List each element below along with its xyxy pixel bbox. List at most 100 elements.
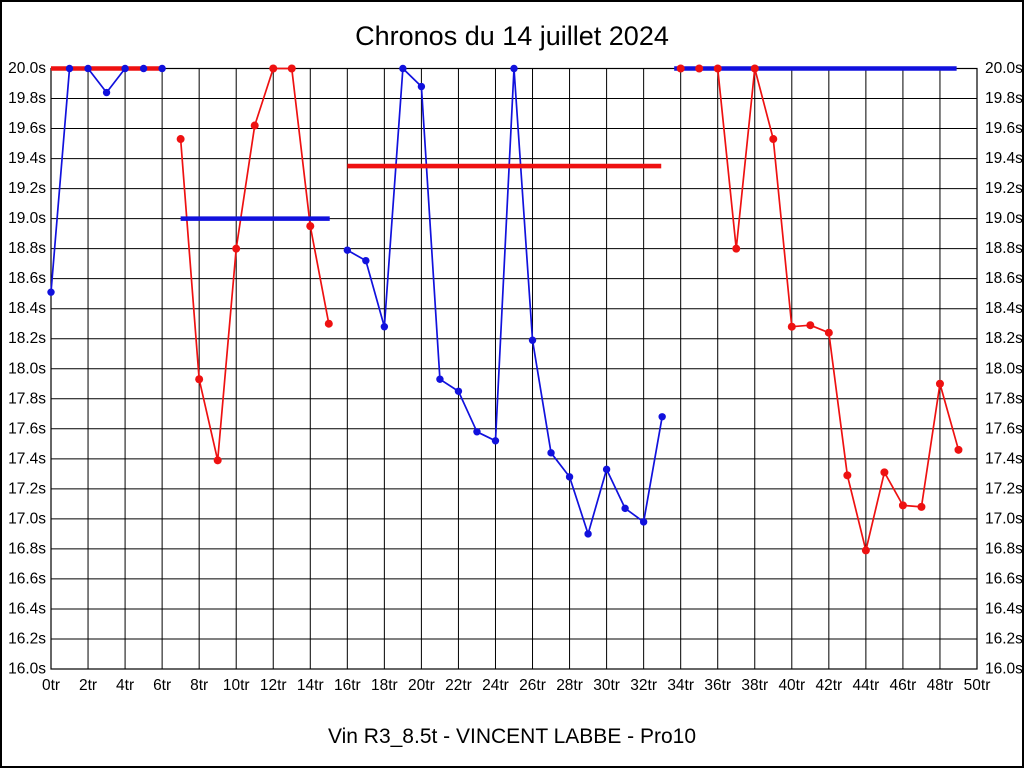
chart-title: Chronos du 14 juillet 2024 (355, 21, 669, 51)
y-axis-label-right: 16.6s (985, 570, 1023, 587)
x-axis-label: 44tr (853, 677, 880, 694)
y-axis-label-left: 19.6s (8, 120, 46, 137)
red-series-data-point-marker (269, 64, 278, 73)
x-axis-label: 28tr (556, 677, 583, 694)
x-axis-label: 50tr (964, 677, 991, 694)
x-axis-label: 36tr (704, 677, 731, 694)
y-axis-label-left: 17.8s (8, 390, 46, 407)
red-series-data-point-marker (824, 328, 833, 337)
red-series-data-point-marker (843, 471, 852, 480)
x-axis-label: 46tr (890, 677, 917, 694)
y-axis-label-left: 16.4s (8, 600, 46, 617)
blue-series-data-point-marker (65, 64, 74, 73)
red-series-data-point-marker (750, 64, 759, 73)
y-axis-label-left: 19.4s (8, 150, 46, 167)
y-axis-label-left: 16.2s (8, 630, 46, 647)
blue-series-data-point-marker (139, 64, 148, 73)
y-axis-label-right: 17.8s (985, 390, 1023, 407)
blue-series-data-point-marker (547, 449, 555, 457)
red-series-data-point-marker (306, 222, 315, 231)
y-axis-label-right: 18.4s (985, 300, 1023, 317)
blue-series-data-point-marker (417, 82, 426, 91)
y-axis-label-left: 20.0s (8, 60, 46, 77)
red-series-line-run2 (680, 67, 960, 552)
x-axis-label: 18tr (371, 677, 398, 694)
blue-series-data-point-marker (158, 64, 166, 73)
y-axis-label-right: 19.6s (985, 120, 1023, 137)
blue-series-line-run2 (346, 67, 663, 535)
y-axis-label-right: 17.4s (985, 450, 1023, 467)
red-series-data-point-marker (695, 64, 704, 73)
blue-series-data-point-marker (102, 88, 111, 97)
blue-series-data-point-marker (84, 64, 92, 73)
y-axis-label-right: 18.8s (985, 240, 1023, 257)
y-axis-label-left: 16.8s (8, 540, 46, 557)
x-axis-label: 8tr (190, 677, 208, 694)
y-axis-label-left: 18.6s (8, 270, 46, 287)
red-series-data-point-marker (732, 244, 741, 253)
x-axis-label: 42tr (815, 677, 842, 694)
blue-series-data-point-marker (639, 518, 648, 526)
blue-series-data-point-marker (121, 64, 129, 73)
blue-series-line-run1 (50, 67, 163, 293)
x-axis-label: 48tr (927, 677, 954, 694)
blue-series-data-point-marker (491, 437, 500, 445)
y-axis-label-left: 17.0s (8, 510, 46, 527)
red-series-data-point-marker (917, 502, 926, 511)
y-axis-label-right: 16.8s (985, 540, 1023, 557)
chart-footer: Vin R3_8.5t - VINCENT LABBE - Pro10 (327, 725, 697, 748)
y-axis-label-right: 16.2s (985, 630, 1023, 647)
red-series-data-point-marker (250, 121, 259, 130)
blue-series-data-point-marker (528, 336, 537, 344)
y-axis-label-right: 17.2s (985, 480, 1023, 497)
x-axis-label: 38tr (741, 677, 768, 694)
red-series-data-point-marker (195, 375, 204, 384)
y-axis-label-left: 18.2s (8, 330, 46, 347)
red-series-data-point-marker (954, 445, 963, 454)
red-series-data-point-marker (898, 501, 907, 510)
x-axis-label: 32tr (630, 677, 657, 694)
red-series-data-point-marker (769, 135, 778, 144)
x-axis-label: 12tr (260, 677, 287, 694)
x-axis-label: 26tr (519, 677, 546, 694)
x-axis-label: 6tr (153, 677, 171, 694)
y-axis-label-right: 18.0s (985, 360, 1023, 377)
blue-series-data-point-marker (436, 375, 444, 383)
y-axis-label-left: 17.2s (8, 480, 46, 497)
x-axis-label: 4tr (116, 677, 134, 694)
y-axis-label-right: 17.6s (985, 420, 1023, 437)
y-axis-label-left: 19.0s (8, 210, 46, 227)
y-axis-label-left: 17.4s (8, 450, 46, 467)
blue-series-data-point-marker (510, 64, 518, 73)
x-axis-label: 2tr (79, 677, 97, 694)
x-axis-label: 16tr (334, 677, 361, 694)
y-axis-label-left: 17.6s (8, 420, 46, 437)
blue-series-data-point-marker (565, 473, 574, 481)
x-axis-label: 14tr (297, 677, 324, 694)
x-axis-label: 34tr (667, 677, 694, 694)
y-axis-label-right: 19.0s (985, 210, 1023, 227)
y-axis-label-right: 19.4s (985, 150, 1023, 167)
red-series-data-point-marker (935, 379, 944, 388)
y-axis-label-left: 19.8s (8, 90, 46, 107)
y-axis-label-left: 19.2s (8, 180, 46, 197)
x-axis-label: 10tr (223, 677, 250, 694)
blue-series-data-point-marker (584, 530, 592, 538)
red-series-data-point-marker (787, 322, 796, 331)
y-axis-label-right: 18.6s (985, 270, 1023, 287)
x-axis-label: 30tr (593, 677, 620, 694)
red-series-data-point-marker (713, 64, 722, 73)
blue-series-data-point-marker (473, 428, 481, 436)
y-axis-label-left: 16.0s (8, 661, 46, 678)
blue-series-data-point-marker (621, 504, 629, 513)
y-axis-label-left: 16.6s (8, 570, 46, 587)
red-series-data-point-marker (676, 64, 685, 73)
red-series-data-point-marker (324, 319, 333, 328)
y-axis-label-right: 17.0s (985, 510, 1023, 527)
y-axis-label-left: 18.4s (8, 300, 46, 317)
red-series-data-point-marker (861, 546, 870, 555)
blue-series-data-point-marker (47, 288, 55, 296)
blue-series-data-point-marker (602, 465, 611, 474)
y-axis-label-left: 18.0s (8, 360, 46, 377)
